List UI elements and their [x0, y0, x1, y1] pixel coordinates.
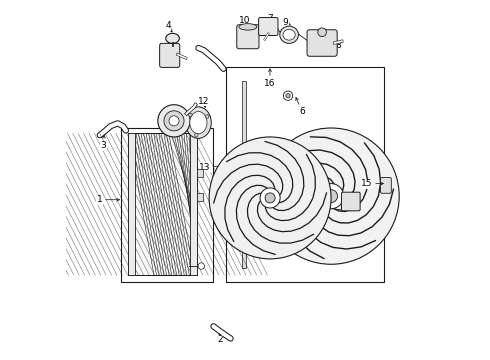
Ellipse shape: [239, 24, 257, 30]
FancyBboxPatch shape: [342, 192, 360, 211]
Circle shape: [283, 91, 293, 100]
Text: 13: 13: [199, 161, 256, 172]
Text: 3: 3: [100, 135, 106, 150]
FancyBboxPatch shape: [259, 18, 278, 36]
Text: 1: 1: [97, 195, 120, 204]
FancyBboxPatch shape: [160, 43, 180, 67]
Ellipse shape: [283, 30, 295, 40]
FancyBboxPatch shape: [307, 30, 337, 56]
Bar: [196, 169, 203, 177]
Ellipse shape: [166, 33, 179, 43]
Text: 2: 2: [217, 334, 223, 344]
Circle shape: [318, 184, 343, 209]
Text: 8: 8: [335, 41, 341, 50]
Circle shape: [195, 134, 198, 137]
Circle shape: [265, 193, 275, 203]
Circle shape: [209, 137, 331, 259]
Text: 11: 11: [167, 111, 178, 120]
Bar: [128, 134, 135, 275]
Circle shape: [318, 28, 326, 37]
Text: 14: 14: [257, 197, 345, 211]
Bar: [128, 134, 196, 275]
Circle shape: [324, 190, 338, 203]
Text: 15: 15: [361, 179, 383, 188]
Circle shape: [263, 128, 399, 264]
Text: 12: 12: [198, 96, 209, 107]
Bar: [196, 193, 203, 202]
Circle shape: [286, 94, 290, 98]
Bar: [190, 134, 196, 275]
Circle shape: [198, 263, 204, 269]
Circle shape: [158, 105, 190, 137]
FancyBboxPatch shape: [381, 177, 392, 193]
Bar: [242, 81, 246, 268]
Circle shape: [189, 113, 192, 117]
Circle shape: [164, 111, 184, 131]
Text: 5: 5: [172, 53, 177, 63]
Bar: [128, 134, 196, 275]
Circle shape: [260, 188, 280, 208]
Text: 10: 10: [239, 16, 250, 26]
Ellipse shape: [186, 107, 211, 138]
Ellipse shape: [190, 112, 207, 134]
Circle shape: [169, 116, 179, 126]
FancyBboxPatch shape: [237, 25, 259, 49]
Bar: [226, 67, 384, 282]
Text: 4: 4: [165, 21, 172, 32]
Text: 9: 9: [283, 18, 290, 27]
Bar: [122, 128, 213, 282]
Text: 6: 6: [296, 98, 305, 116]
Ellipse shape: [280, 26, 298, 43]
Text: 7: 7: [267, 14, 273, 23]
Circle shape: [205, 114, 209, 118]
Bar: [128, 134, 196, 275]
Text: 16: 16: [264, 69, 275, 88]
